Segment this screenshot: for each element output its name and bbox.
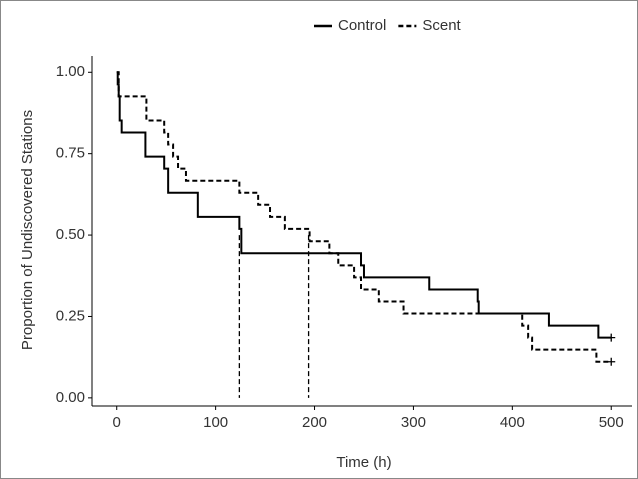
- x-tick-label: 400: [500, 414, 525, 431]
- survival-curve: [116, 71, 612, 363]
- y-tick-label: 1.00: [56, 63, 85, 80]
- y-tick-label: 0.50: [56, 226, 85, 243]
- x-tick-label: 500: [599, 414, 624, 431]
- x-tick-label: 200: [302, 414, 327, 431]
- legend-label: Scent: [422, 17, 461, 34]
- censor-mark: [607, 333, 616, 342]
- y-tick-label: 0.00: [56, 389, 85, 406]
- censor-mark: [607, 357, 616, 366]
- survival-curve: [116, 71, 612, 339]
- y-tick-label: 0.25: [56, 307, 85, 324]
- x-tick-label: 100: [203, 414, 228, 431]
- y-axis-label: Proportion of Undiscovered Stations: [19, 110, 36, 350]
- y-tick-label: 0.75: [56, 145, 85, 162]
- x-tick-label: 300: [401, 414, 426, 431]
- x-tick-label: 0: [113, 414, 121, 431]
- legend-label: Control: [338, 17, 386, 34]
- x-axis-label: Time (h): [336, 454, 391, 471]
